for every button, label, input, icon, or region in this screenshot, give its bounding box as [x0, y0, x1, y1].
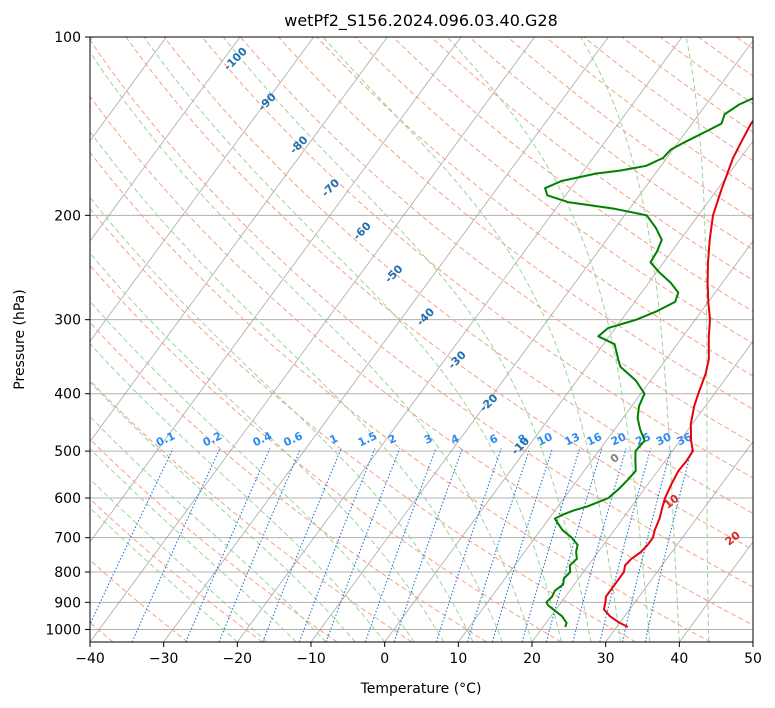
y-tick-label: 500: [54, 444, 81, 460]
isotherm-line: [310, 39, 753, 642]
moist-adiabat-line: [685, 37, 710, 642]
mixing-ratio-line: [644, 448, 693, 642]
mixing-ratio-line: [393, 448, 463, 642]
moist-adiabat-line: [90, 130, 503, 642]
moist-adiabat-line: [580, 37, 680, 642]
plot-frame: [89, 36, 754, 643]
mixing-ratio-line: [90, 448, 174, 626]
moist-adiabat-line: [222, 37, 592, 642]
mixing-ratio-line: [325, 448, 401, 642]
moist-adiabat-line: [90, 415, 327, 642]
pressure-gridlines: [90, 37, 753, 630]
dry-adiabat-line: [90, 264, 562, 642]
y-tick-label: 100: [54, 30, 81, 46]
moist-adiabat-line: [143, 37, 562, 642]
x-tick-label: 50: [744, 651, 762, 667]
mixing-ratio-line: [545, 448, 603, 642]
x-tick-label: 10: [449, 651, 467, 667]
x-tick-label: 20: [523, 651, 541, 667]
mixing-ratio-lines: [90, 448, 693, 642]
temperature-profile-line: [602, 119, 753, 628]
mixing-ratio-line: [521, 448, 581, 642]
isotherm-line: [605, 440, 753, 642]
dry-adiabat-line: [90, 207, 637, 642]
dry-adiabat-line: [90, 95, 753, 626]
isotherm-line: [531, 340, 753, 642]
isotherm-line: [237, 37, 683, 642]
mixing-ratio-line: [621, 448, 672, 642]
mixing-ratio-line: [435, 448, 502, 642]
isotherm-line: [90, 37, 241, 242]
dry-adiabat-line: [90, 559, 189, 642]
chart-title: wetPf2_S156.2024.096.03.40.G28: [284, 11, 558, 31]
mixing-ratio-line: [218, 448, 302, 642]
dewpoint-profile-line: [544, 97, 753, 628]
dry-adiabat-line: [90, 39, 753, 588]
dry-adiabat-line: [90, 438, 338, 642]
moist-adiabat-line: [90, 196, 474, 642]
moist-adiabat-line: [90, 381, 356, 642]
x-tick-label: −20: [223, 651, 253, 667]
mixing-ratio-line: [599, 448, 652, 642]
moist-adiabat-line: [90, 448, 297, 642]
isotherm-line: [163, 37, 609, 642]
x-tick-label: −30: [149, 651, 179, 667]
moist-adiabat-line: [90, 300, 415, 642]
x-tick-label: −40: [75, 651, 105, 667]
x-tick-label: 30: [597, 651, 615, 667]
y-tick-label: 600: [54, 491, 81, 507]
y-tick-label: 400: [54, 387, 81, 403]
mixing-ratio-line: [298, 448, 376, 642]
mixing-ratio-label: 10: [535, 430, 555, 448]
y-tick-label: 700: [54, 531, 81, 547]
mixing-ratio-line: [185, 448, 271, 642]
x-tick-label: 0: [380, 651, 389, 667]
moist-adiabat-line: [447, 37, 651, 642]
y-axis-ticks: 100 200 300 400 500 600 700 800 900 1000: [45, 30, 90, 638]
mixing-ratio-label: 36: [675, 430, 695, 448]
moist-adiabat-line: [90, 252, 445, 642]
moist-adiabat-line: [90, 51, 533, 642]
y-tick-label: 300: [54, 313, 81, 329]
moist-adiabat-line: [322, 37, 621, 642]
y-tick-label: 900: [54, 595, 81, 611]
sounding-series: [544, 97, 753, 628]
x-tick-label: 40: [670, 651, 688, 667]
y-tick-label: 800: [54, 565, 81, 581]
mixing-ratio-line: [491, 448, 553, 642]
mixing-ratio-label: 16: [585, 430, 605, 448]
mixing-ratio-line: [466, 448, 531, 642]
x-tick-label: −10: [296, 651, 326, 667]
dry-adiabat-line: [316, 37, 753, 377]
x-axis-title: Temperature (°C): [360, 681, 482, 697]
isotherm-line: [90, 37, 314, 342]
isotherm-line: [90, 37, 388, 443]
dry-adiabat-line: [125, 37, 753, 551]
mixing-ratio-label: 20: [609, 430, 629, 448]
mixing-ratio-label: 13: [563, 430, 582, 448]
mixing-ratio-line: [364, 448, 437, 642]
dry-adiabat-line: [90, 151, 711, 642]
mixing-ratio-line: [262, 448, 342, 642]
moist-adiabat-lines: [90, 37, 710, 642]
dry-adiabat-line: [392, 37, 753, 313]
isotherm-line: [90, 37, 535, 642]
y-tick-label: 200: [54, 208, 81, 224]
dry-adiabat-line: [278, 37, 753, 410]
y-tick-label: 1000: [45, 622, 81, 638]
dry-adiabat-lines: [90, 37, 753, 642]
isotherm-line: [90, 37, 167, 142]
x-axis-ticks: −40 −30 −20 −10 0 10 20 30 40 50: [75, 642, 762, 667]
mixing-ratio-label: 30: [654, 430, 674, 448]
y-axis-title: Pressure (hPa): [12, 289, 28, 389]
dry-adiabat-line: [90, 379, 413, 642]
